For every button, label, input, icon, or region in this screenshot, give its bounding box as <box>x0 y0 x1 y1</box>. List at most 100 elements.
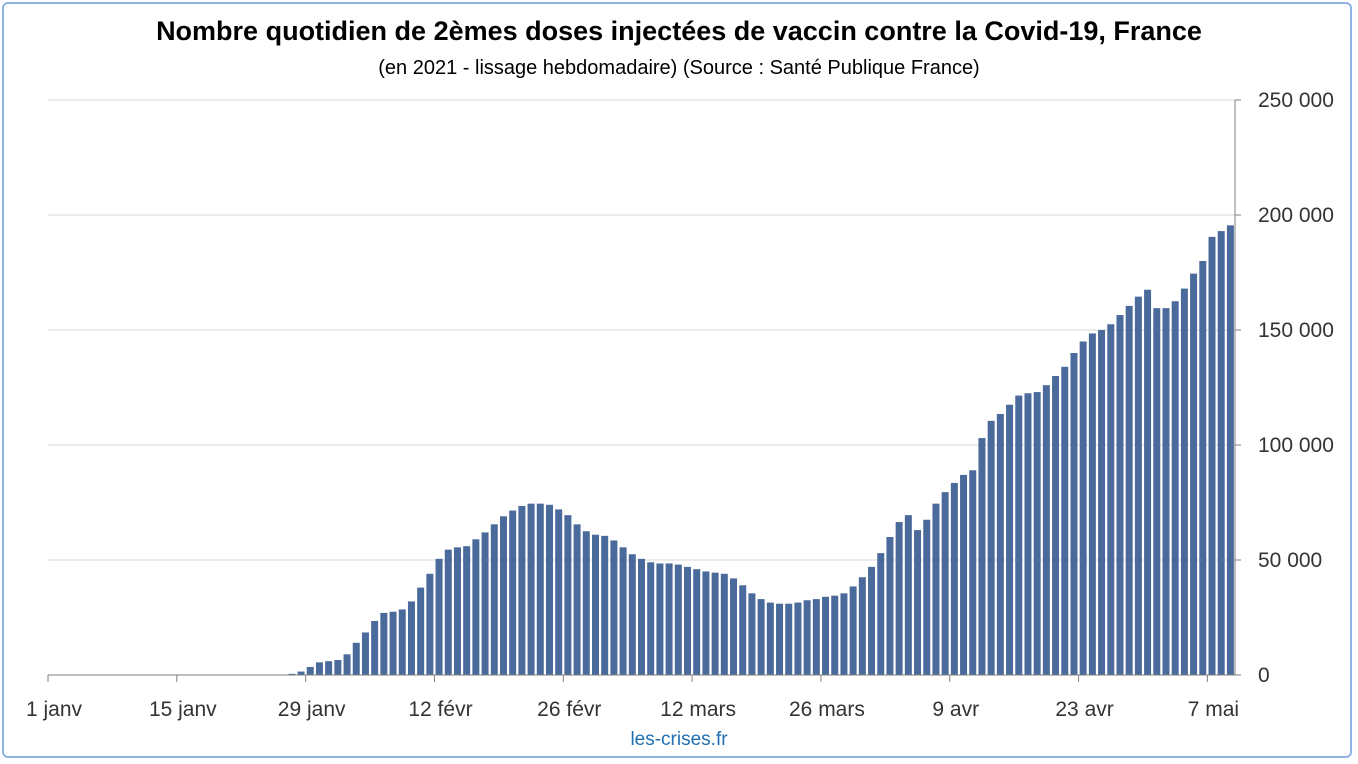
bar <box>757 599 765 675</box>
x-tick-label: 29 janv <box>278 698 346 721</box>
bar <box>868 566 876 675</box>
bar <box>693 569 701 675</box>
bar <box>398 609 406 675</box>
bar <box>325 661 333 675</box>
bar <box>914 530 922 675</box>
bar <box>518 505 526 675</box>
bar <box>582 531 590 675</box>
bar <box>343 654 351 675</box>
bar <box>1098 330 1106 675</box>
bar <box>950 482 958 675</box>
bar <box>711 572 719 675</box>
x-tick-label: 23 avr <box>1055 698 1113 721</box>
bar <box>481 532 489 675</box>
bar <box>601 535 609 675</box>
bar <box>389 611 397 675</box>
bar <box>315 662 323 675</box>
y-tick-label: 100 000 <box>1258 434 1334 457</box>
x-tick-label: 12 févr <box>408 698 472 721</box>
bar <box>1107 324 1115 675</box>
bar <box>564 515 572 675</box>
bar <box>444 549 452 675</box>
bar <box>822 596 830 675</box>
bar <box>812 599 820 675</box>
bar <box>665 563 673 675</box>
bar <box>352 642 360 675</box>
bar <box>766 602 774 675</box>
bar <box>619 547 627 675</box>
bar <box>1042 385 1050 675</box>
bar <box>941 492 949 675</box>
bar <box>361 632 369 675</box>
bar <box>996 413 1004 675</box>
bar <box>785 603 793 675</box>
bar <box>463 546 471 675</box>
bar <box>647 562 655 675</box>
bar <box>849 586 857 675</box>
bar <box>1070 353 1078 675</box>
bar <box>1144 289 1152 675</box>
bar <box>932 503 940 675</box>
bar <box>1208 236 1216 675</box>
bar <box>380 612 388 675</box>
bar <box>453 547 461 675</box>
bar <box>1116 315 1124 675</box>
bar <box>490 524 498 675</box>
bar <box>591 534 599 675</box>
y-tick-label: 0 <box>1258 664 1270 687</box>
bar <box>886 537 894 675</box>
bar <box>1061 366 1069 675</box>
bar <box>877 553 885 675</box>
bar <box>1162 308 1170 675</box>
bar <box>638 558 645 675</box>
bar <box>702 571 710 675</box>
bar <box>776 603 784 675</box>
bar <box>417 587 425 675</box>
y-tick-label: 250 000 <box>1258 89 1334 112</box>
bar <box>978 438 986 675</box>
bar <box>610 540 618 675</box>
bar <box>904 515 912 675</box>
bar <box>1226 225 1234 675</box>
bar <box>730 578 738 675</box>
y-tick-label: 50 000 <box>1258 549 1322 572</box>
bar <box>297 671 305 675</box>
bar <box>1171 301 1179 675</box>
bar <box>334 660 342 675</box>
bar <box>1015 395 1023 675</box>
bar <box>1125 305 1133 675</box>
bar <box>969 470 977 675</box>
bar <box>831 595 839 675</box>
bar <box>803 600 811 675</box>
bar <box>840 593 848 675</box>
x-tick-label: 26 févr <box>537 698 601 721</box>
bar <box>499 516 507 675</box>
bar <box>628 554 636 675</box>
bar <box>509 510 517 675</box>
x-tick-label: 1 janv <box>26 698 83 721</box>
bar <box>1052 376 1060 675</box>
chart-title: Nombre quotidien de 2èmes doses injectée… <box>156 16 1202 46</box>
bar <box>573 524 581 675</box>
bar <box>306 666 314 675</box>
bar <box>739 585 747 675</box>
bar <box>1180 288 1188 675</box>
bar <box>1006 404 1014 675</box>
bar <box>1153 308 1161 675</box>
bar <box>674 564 682 675</box>
bar <box>987 420 995 675</box>
bar <box>895 522 903 675</box>
bar <box>536 503 544 675</box>
source-note: les-crises.fr <box>630 729 728 750</box>
bar <box>684 566 692 675</box>
bar <box>1024 393 1032 675</box>
bar <box>858 577 866 675</box>
bar <box>555 509 563 675</box>
chart-subtitle: (en 2021 - lissage hebdomadaire) (Source… <box>378 57 980 79</box>
bar <box>288 673 296 675</box>
bar <box>545 504 553 675</box>
bar <box>435 558 443 675</box>
bar <box>656 563 664 675</box>
bar <box>1088 333 1096 675</box>
